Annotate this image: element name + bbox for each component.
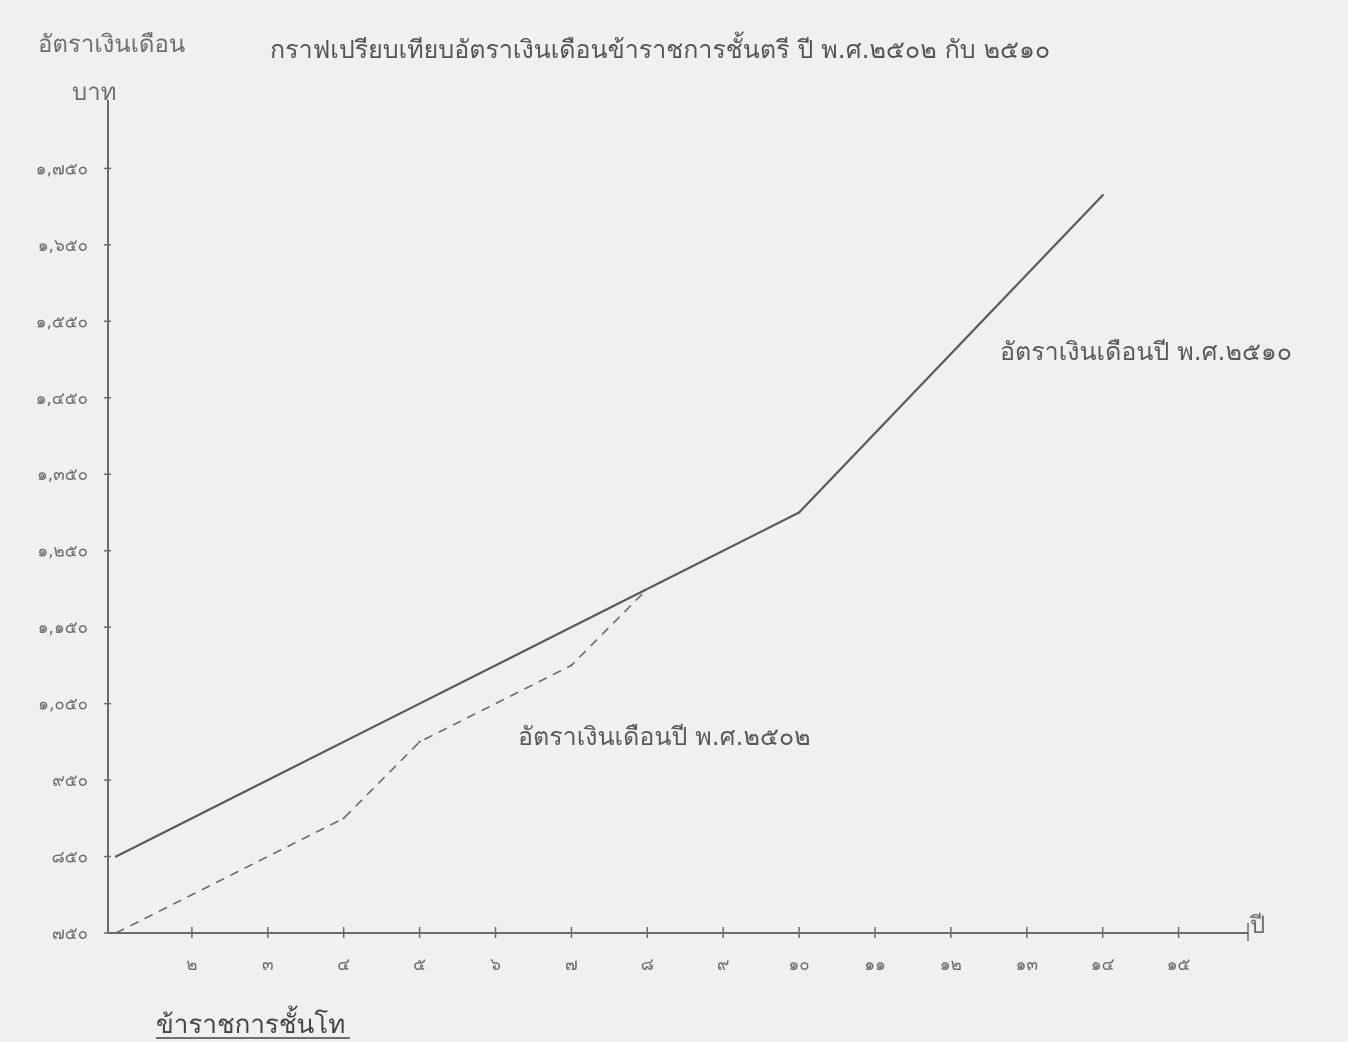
y-tick-label: ๘๕๐ xyxy=(52,848,88,868)
series-label-2510: อัตราเงินเดือนปี พ.ศ.๒๕๑๐ xyxy=(1000,337,1292,366)
x-tick-label: ๑๔ xyxy=(1091,955,1115,975)
x-tick-label: ๘ xyxy=(641,955,654,975)
x-tick-label: ๔ xyxy=(337,955,350,975)
y-tick-label: ๑,๖๕๐ xyxy=(38,236,88,256)
y-tick-label: ๑,๐๕๐ xyxy=(38,695,88,715)
series-line-2502 xyxy=(115,588,648,934)
y-tick-label: ๑,๗๕๐ xyxy=(36,159,88,179)
y-axis-title: อัตราเงินเดือน xyxy=(38,30,185,58)
x-tick-label: ๑๐ xyxy=(789,955,810,975)
y-tick-label: ๙๕๐ xyxy=(52,771,88,791)
data-point-2510 xyxy=(1101,193,1104,197)
x-tick-label: ๙ xyxy=(717,955,729,975)
footnote-label: ข้าราชการชั้นโท xyxy=(156,1005,345,1040)
x-tick-label: ๑๕ xyxy=(1167,955,1191,975)
x-tick-label: ๒ xyxy=(186,955,197,975)
data-point-2502 xyxy=(570,664,573,667)
x-tick-label: ๖ xyxy=(490,955,501,975)
x-tick-label: ๑๑ xyxy=(864,955,886,975)
data-point-2502 xyxy=(342,817,345,820)
y-tick-label: ๑,๑๕๐ xyxy=(38,618,88,638)
x-tick-label: ๗ xyxy=(565,955,578,975)
y-tick-label: ๑,๒๕๐ xyxy=(37,542,88,562)
y-tick-label: ๑,๔๕๐ xyxy=(36,389,88,409)
y-axis-unit: บาท xyxy=(72,78,117,106)
data-point-2510 xyxy=(114,855,118,858)
x-tick-label: ๓ xyxy=(262,955,274,975)
y-tick-label: ๑,๕๕๐ xyxy=(36,312,88,332)
series-line-2510 xyxy=(115,194,1104,858)
data-point-2502 xyxy=(646,587,649,591)
y-tick-label: ๑,๓๕๐ xyxy=(37,465,88,485)
series-label-2502: อัตราเงินเดือนปี พ.ศ.๒๕๐๒ xyxy=(518,722,811,751)
data-point-2502 xyxy=(418,740,421,744)
y-tick-label: ๗๕๐ xyxy=(52,924,88,944)
chart-title: กราฟเปรียบเทียบอัตราเงินเดือนข้าราชการชั… xyxy=(270,31,1050,64)
data-point-2502 xyxy=(114,931,118,935)
data-point-2510 xyxy=(797,511,801,514)
x-tick-label: ๑๓ xyxy=(1016,955,1038,975)
x-axis-title: ปี xyxy=(1249,911,1265,939)
x-tick-label: ๑๒ xyxy=(940,955,962,975)
x-tick-label: ๕ xyxy=(413,955,426,975)
